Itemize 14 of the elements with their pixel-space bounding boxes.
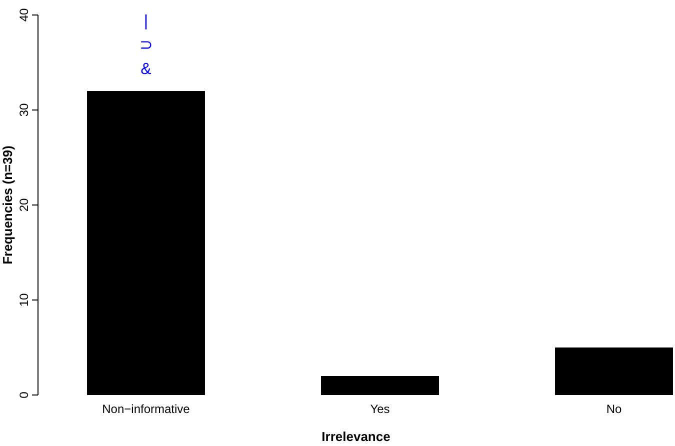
annotation: &⊃| xyxy=(140,13,152,78)
bar xyxy=(87,91,205,395)
y-tick-label: 0 xyxy=(17,391,31,398)
y-tick-label: 40 xyxy=(17,8,31,22)
y-tick-label: 30 xyxy=(17,103,31,117)
x-tick-label: Non−informative xyxy=(102,402,190,416)
y-axis-title: Frequencies (n=39) xyxy=(0,146,15,264)
y-tick-label: 10 xyxy=(17,293,31,307)
bar xyxy=(321,376,439,395)
bar xyxy=(555,348,673,395)
x-axis-title: Irrelevance xyxy=(322,429,390,444)
x-tick-label: No xyxy=(606,402,622,416)
y-tick-label: 20 xyxy=(17,198,31,212)
x-tick-label: Yes xyxy=(370,402,390,416)
